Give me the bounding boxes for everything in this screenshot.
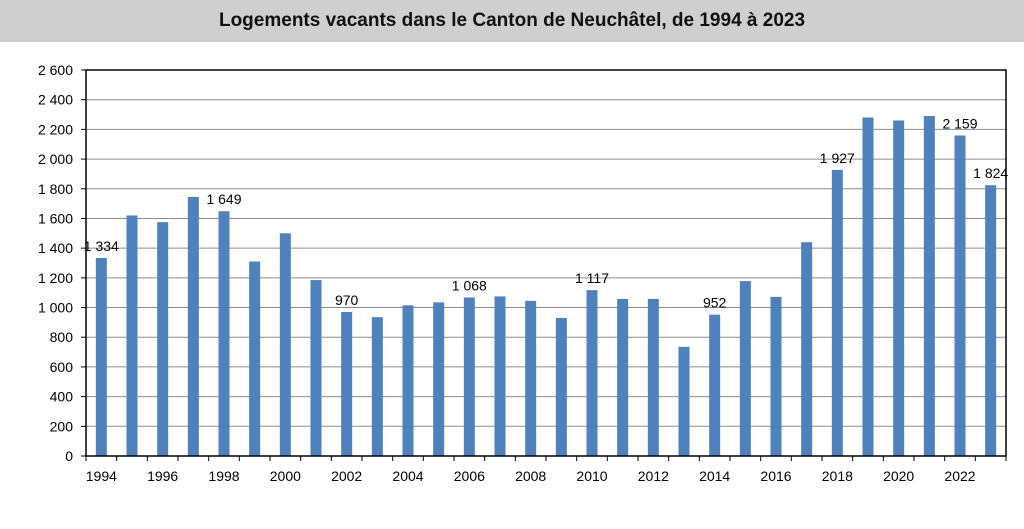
title-bar: Logements vacants dans le Canton de Neuc… xyxy=(0,0,1024,42)
bar-2023 xyxy=(985,185,997,456)
x-tick-label: 2008 xyxy=(515,468,546,484)
bar-2009 xyxy=(555,317,567,456)
bar-2016 xyxy=(770,296,782,456)
bar-2019 xyxy=(862,117,874,456)
bar-2008 xyxy=(525,300,537,456)
bar-2006 xyxy=(463,297,475,456)
data-label: 2 159 xyxy=(942,115,977,131)
x-tick-label: 1998 xyxy=(208,468,239,484)
y-tick-label: 2 200 xyxy=(38,121,73,137)
data-label: 952 xyxy=(703,295,727,311)
x-tick-label: 2022 xyxy=(944,468,975,484)
x-tick-label: 2020 xyxy=(883,468,914,484)
y-tick-label: 1 600 xyxy=(38,210,73,226)
chart-svg: 0 200 400 600 800 1 000 1 200 1 400 1 600 1 800 2 … xyxy=(38,62,1008,484)
data-label: 1 927 xyxy=(820,150,855,166)
x-tick-label: 2016 xyxy=(760,468,791,484)
x-tick-label: 1994 xyxy=(86,468,117,484)
y-tick-label: 2 000 xyxy=(38,151,73,167)
bar-1995 xyxy=(126,215,138,456)
bar-1996 xyxy=(157,222,169,456)
y-tick-label: 2 400 xyxy=(38,92,73,108)
bar-2010 xyxy=(586,290,598,456)
bar-2007 xyxy=(494,296,506,456)
bar-2005 xyxy=(433,302,445,456)
x-tick-label: 2000 xyxy=(270,468,301,484)
y-tick-label: 800 xyxy=(50,329,74,345)
bar-2018 xyxy=(831,169,843,456)
x-tick-label: 2004 xyxy=(392,468,423,484)
y-tick-label: 600 xyxy=(50,359,74,375)
plot-area-border xyxy=(85,69,1007,457)
bar-2012 xyxy=(647,298,659,456)
bar-2022 xyxy=(954,135,966,456)
y-tick-label: 1 800 xyxy=(38,181,73,197)
data-label: 1 649 xyxy=(206,191,241,207)
y-tick-label: 0 xyxy=(65,448,73,464)
bar-2002 xyxy=(341,311,353,456)
bar-1998 xyxy=(218,211,230,456)
bar-2013 xyxy=(678,346,690,456)
x-tick-label: 2018 xyxy=(822,468,853,484)
data-label: 1 117 xyxy=(575,270,609,286)
bar-1999 xyxy=(249,261,261,456)
bar-1997 xyxy=(187,196,199,456)
bar-2020 xyxy=(893,120,905,456)
x-tick-label: 2002 xyxy=(331,468,362,484)
bar-2015 xyxy=(739,281,751,456)
y-tick-label: 2 600 xyxy=(38,62,73,78)
bar-2014 xyxy=(709,314,721,456)
bar-2001 xyxy=(310,280,322,456)
bar-2011 xyxy=(617,298,629,456)
x-tick-label: 2010 xyxy=(576,468,607,484)
bar-2021 xyxy=(923,116,935,457)
data-label: 1 334 xyxy=(84,238,119,254)
y-tick-label: 1 000 xyxy=(38,300,73,316)
data-label: 1 824 xyxy=(973,165,1008,181)
y-tick-label: 200 xyxy=(50,418,74,434)
bar-2004 xyxy=(402,305,414,456)
bar-2017 xyxy=(801,242,813,456)
x-tick-label: 2012 xyxy=(638,468,669,484)
x-tick-label: 1996 xyxy=(147,468,178,484)
data-label: 970 xyxy=(335,292,359,308)
chart-title: Logements vacants dans le Canton de Neuc… xyxy=(218,10,806,31)
chart-panel: 0 200 400 600 800 1 000 1 200 1 400 1 600 1 800 2 … xyxy=(0,42,1024,529)
data-label: 1 068 xyxy=(452,277,487,293)
y-tick-label: 1 200 xyxy=(38,270,73,286)
x-tick-label: 2014 xyxy=(699,468,730,484)
bar-1994 xyxy=(95,257,107,456)
y-tick-label: 400 xyxy=(50,389,74,405)
x-tick-label: 2006 xyxy=(454,468,485,484)
y-tick-label: 1 400 xyxy=(38,240,73,256)
bar-2003 xyxy=(371,317,383,456)
bar-2000 xyxy=(279,233,291,456)
